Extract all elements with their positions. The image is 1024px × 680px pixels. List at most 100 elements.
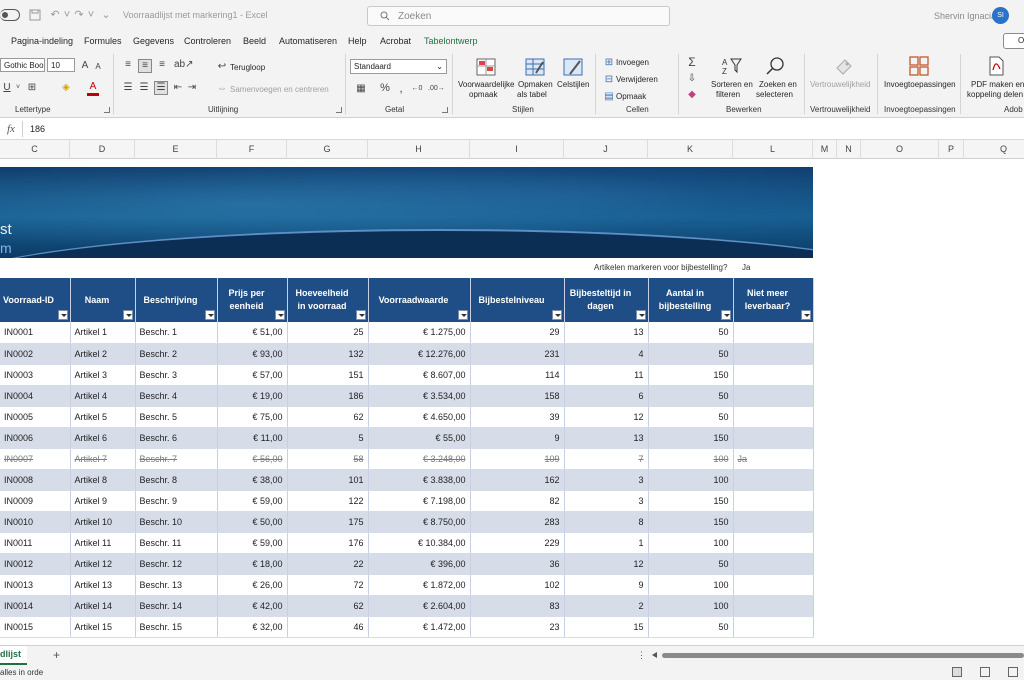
- cell-reorder-quantity[interactable]: 100: [648, 574, 734, 596]
- cell-unit-price[interactable]: € 51,00: [217, 322, 288, 344]
- cell-reorder-level[interactable]: 162: [470, 469, 565, 491]
- font-dialog-launcher[interactable]: [104, 107, 110, 113]
- cell-reorder-quantity[interactable]: 100: [648, 532, 734, 554]
- cell-reorder-days[interactable]: 12: [564, 553, 649, 575]
- column-header-m[interactable]: M: [813, 140, 837, 159]
- font-color-icon[interactable]: A: [87, 81, 99, 96]
- cell-reorder-quantity[interactable]: 100: [648, 448, 734, 470]
- cell-discontinued[interactable]: Ja: [733, 448, 814, 470]
- cell-description[interactable]: Beschr. 12: [135, 553, 218, 575]
- autosum-icon[interactable]: Σ: [688, 55, 696, 69]
- undo-icon[interactable]: ↶: [50, 9, 60, 21]
- cell-item-name[interactable]: Artikel 11: [70, 532, 136, 554]
- accounting-format-icon[interactable]: ▦: [356, 83, 366, 94]
- filter-dropdown-icon[interactable]: [122, 310, 133, 320]
- cell-discontinued[interactable]: [733, 427, 814, 449]
- customize-toolbar-icon[interactable]: ⌄: [101, 9, 111, 21]
- align-right-icon[interactable]: ☰: [154, 81, 168, 95]
- cell-unit-price[interactable]: € 19,00: [217, 385, 288, 407]
- cell-quantity[interactable]: 186: [287, 385, 369, 407]
- column-header-i[interactable]: I: [470, 140, 564, 159]
- cell-item-name[interactable]: Artikel 14: [70, 595, 136, 617]
- cell-inventory-id[interactable]: IN0007: [0, 448, 71, 470]
- page-break-preview-icon[interactable]: [1008, 667, 1018, 677]
- filter-dropdown-icon[interactable]: [204, 310, 215, 320]
- cell-inventory-id[interactable]: IN0009: [0, 490, 71, 512]
- header-reorder-level[interactable]: Bijbestelniveau: [470, 278, 565, 322]
- column-header-f[interactable]: F: [217, 140, 287, 159]
- pdf-create-button[interactable]: PDF maken en: [971, 80, 1024, 89]
- cell-description[interactable]: Beschr. 13: [135, 574, 218, 596]
- align-middle-icon[interactable]: ≡: [138, 59, 152, 73]
- cell-discontinued[interactable]: [733, 553, 814, 575]
- cell-item-name[interactable]: Artikel 13: [70, 574, 136, 596]
- cell-inventory-id[interactable]: IN0010: [0, 511, 71, 533]
- cell-description[interactable]: Beschr. 14: [135, 595, 218, 617]
- wrap-text-icon[interactable]: ↩: [217, 61, 227, 72]
- align-left-icon[interactable]: ☰: [123, 82, 133, 93]
- tab-review[interactable]: Controleren: [184, 36, 232, 46]
- cell-unit-price[interactable]: € 26,00: [217, 574, 288, 596]
- cell-description[interactable]: Beschr. 8: [135, 469, 218, 491]
- cell-discontinued[interactable]: [733, 574, 814, 596]
- cell-inventory-id[interactable]: IN0015: [0, 616, 71, 638]
- format-as-table-button[interactable]: Opmaken: [518, 80, 553, 89]
- cell-inventory-id[interactable]: IN0005: [0, 406, 71, 428]
- cell-reorder-days[interactable]: 13: [564, 427, 649, 449]
- cell-unit-price[interactable]: € 42,00: [217, 595, 288, 617]
- borders-icon[interactable]: ⊞: [27, 82, 37, 93]
- tab-acrobat[interactable]: Acrobat: [380, 36, 412, 46]
- reorder-flag-value[interactable]: Ja: [742, 263, 751, 272]
- cell-description[interactable]: Beschr. 2: [135, 343, 218, 365]
- cell-reorder-quantity[interactable]: 50: [648, 322, 734, 344]
- header-inventory-value[interactable]: Voorraadwaarde: [368, 278, 471, 322]
- accessibility-status[interactable]: alles in orde: [0, 668, 44, 677]
- cell-quantity[interactable]: 151: [287, 364, 369, 386]
- comma-style-icon[interactable]: ,: [399, 81, 403, 95]
- cell-item-name[interactable]: Artikel 10: [70, 511, 136, 533]
- header-name[interactable]: Naam: [70, 278, 136, 322]
- cell-item-name[interactable]: Artikel 5: [70, 406, 136, 428]
- page-layout-view-icon[interactable]: [980, 667, 990, 677]
- more-options-icon[interactable]: ⋮: [637, 650, 646, 660]
- column-header-e[interactable]: E: [135, 140, 217, 159]
- cell-unit-price[interactable]: € 18,00: [217, 553, 288, 575]
- filter-dropdown-icon[interactable]: [355, 310, 366, 320]
- cell-item-name[interactable]: Artikel 2: [70, 343, 136, 365]
- cell-styles-button[interactable]: Celstijlen: [557, 80, 590, 89]
- cell-unit-price[interactable]: € 75,00: [217, 406, 288, 428]
- cell-unit-price[interactable]: € 57,00: [217, 364, 288, 386]
- cell-inventory-value[interactable]: € 3.248,00: [368, 448, 471, 470]
- cell-reorder-days[interactable]: 12: [564, 406, 649, 428]
- underline-dropdown-icon[interactable]: ˅: [15, 84, 21, 91]
- search-box[interactable]: Zoeken: [367, 6, 670, 26]
- cell-reorder-days[interactable]: 3: [564, 469, 649, 491]
- cell-discontinued[interactable]: [733, 511, 814, 533]
- filter-dropdown-icon[interactable]: [635, 310, 646, 320]
- cell-description[interactable]: Beschr. 11: [135, 532, 218, 554]
- cell-description[interactable]: Beschr. 10: [135, 511, 218, 533]
- cell-unit-price[interactable]: € 38,00: [217, 469, 288, 491]
- cell-item-name[interactable]: Artikel 12: [70, 553, 136, 575]
- comments-button[interactable]: O: [1003, 33, 1024, 49]
- cell-inventory-value[interactable]: € 1.472,00: [368, 616, 471, 638]
- column-header-n[interactable]: N: [837, 140, 861, 159]
- horizontal-scrollbar[interactable]: [652, 652, 1024, 659]
- cell-reorder-quantity[interactable]: 150: [648, 511, 734, 533]
- cell-description[interactable]: Beschr. 1: [135, 322, 218, 344]
- conditional-formatting-button[interactable]: Voorwaardelijke: [458, 80, 515, 89]
- formula-input[interactable]: 186: [30, 124, 46, 134]
- cell-inventory-value[interactable]: € 1.275,00: [368, 322, 471, 344]
- cell-quantity[interactable]: 122: [287, 490, 369, 512]
- cell-reorder-days[interactable]: 8: [564, 511, 649, 533]
- cell-discontinued[interactable]: [733, 595, 814, 617]
- header-discontinued[interactable]: Niet meer leverbaar?: [733, 278, 814, 322]
- cell-reorder-level[interactable]: 114: [470, 364, 565, 386]
- grow-font-icon[interactable]: A: [81, 60, 89, 71]
- merge-center-button[interactable]: Samenvoegen en centreren: [230, 85, 329, 94]
- cell-inventory-value[interactable]: € 10.384,00: [368, 532, 471, 554]
- redo-dropdown-icon[interactable]: ˅: [87, 9, 95, 21]
- cell-quantity[interactable]: 176: [287, 532, 369, 554]
- cell-inventory-value[interactable]: € 1.872,00: [368, 574, 471, 596]
- cell-reorder-level[interactable]: 29: [470, 322, 565, 344]
